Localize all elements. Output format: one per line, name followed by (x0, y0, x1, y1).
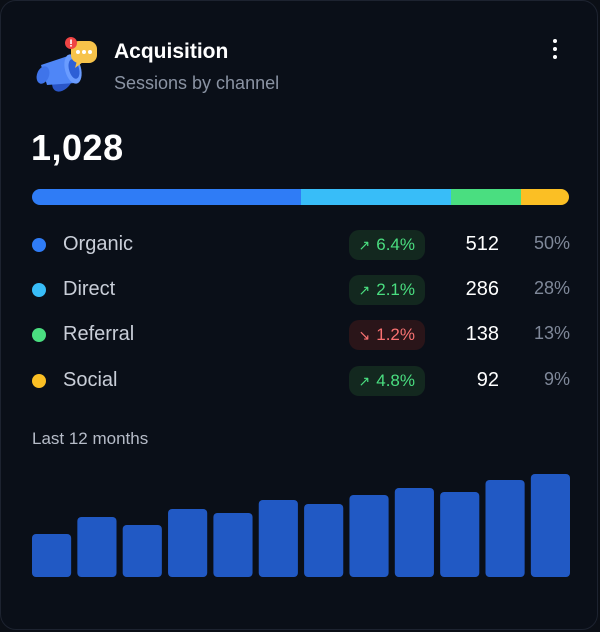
month-bar-10 (440, 492, 480, 577)
arrow-up-right-icon: ↗ (358, 237, 371, 253)
channel-row-referral: Referral ↘ 1.2% 138 13% (32, 320, 570, 350)
share-segment-social (520, 189, 569, 205)
month-bar-6 (258, 500, 298, 577)
kebab-menu-icon[interactable] (547, 39, 563, 63)
month-bar-9 (394, 488, 434, 577)
channel-name: Direct (63, 278, 116, 300)
channel-value: 92 (476, 369, 499, 391)
change-value: 2.1% (376, 280, 415, 299)
arrow-up-right-icon: ↗ (358, 282, 371, 298)
month-bar-2 (77, 517, 117, 577)
channel-value: 138 (465, 323, 499, 345)
change-badge: ↗ 4.8% (348, 366, 425, 396)
arrow-down-right-icon: ↘ (358, 327, 371, 343)
megaphone-icon (36, 37, 97, 92)
social-legend-dot (32, 374, 46, 388)
change-value: 6.4% (376, 235, 415, 254)
card-header: Acquisition Sessions by channel (31, 31, 567, 101)
history-label: Last 12 months (32, 429, 149, 448)
organic-legend-dot (32, 238, 46, 252)
month-bar-7 (304, 504, 344, 577)
change-badge: ↗ 6.4% (348, 230, 425, 260)
channel-value: 286 (465, 278, 499, 300)
month-bar-5 (213, 513, 253, 577)
channel-share: 50% (533, 233, 570, 253)
share-segment-referral (450, 189, 521, 205)
change-badge: ↘ 1.2% (348, 320, 425, 350)
share-segment-organic (32, 189, 301, 205)
month-bar-4 (168, 509, 208, 577)
channel-value: 512 (465, 233, 499, 255)
total-sessions: 1,028 (31, 127, 124, 168)
channel-name: Organic (63, 233, 134, 255)
change-value: 4.8% (376, 371, 415, 390)
month-bar-1 (32, 534, 72, 577)
arrow-up-right-icon: ↗ (358, 373, 371, 389)
card-title: Acquisition (114, 40, 229, 63)
channel-share: 13% (533, 323, 570, 343)
card-subtitle: Sessions by channel (114, 73, 280, 93)
channel-share: 28% (533, 278, 570, 298)
channel-row-social: Social ↗ 4.8% 92 9% (32, 366, 570, 396)
channel-share: 9% (543, 369, 570, 389)
direct-legend-dot (32, 283, 46, 297)
change-badge: ↗ 2.1% (348, 275, 425, 305)
channel-row-organic: Organic ↗ 6.4% 512 50% (32, 230, 570, 260)
month-bar-3 (122, 525, 162, 577)
monthly-sessions-chart (32, 474, 570, 577)
channel-row-direct: Direct ↗ 2.1% 286 28% (32, 275, 570, 305)
channel-share-bar (32, 189, 569, 205)
channel-name: Referral (63, 323, 135, 345)
month-bar-12 (530, 474, 570, 577)
month-bar-11 (485, 480, 525, 577)
month-bar-8 (349, 495, 389, 577)
channel-name: Social (63, 369, 118, 391)
change-value: 1.2% (376, 325, 415, 344)
share-segment-direct (300, 189, 451, 205)
referral-legend-dot (32, 328, 46, 342)
